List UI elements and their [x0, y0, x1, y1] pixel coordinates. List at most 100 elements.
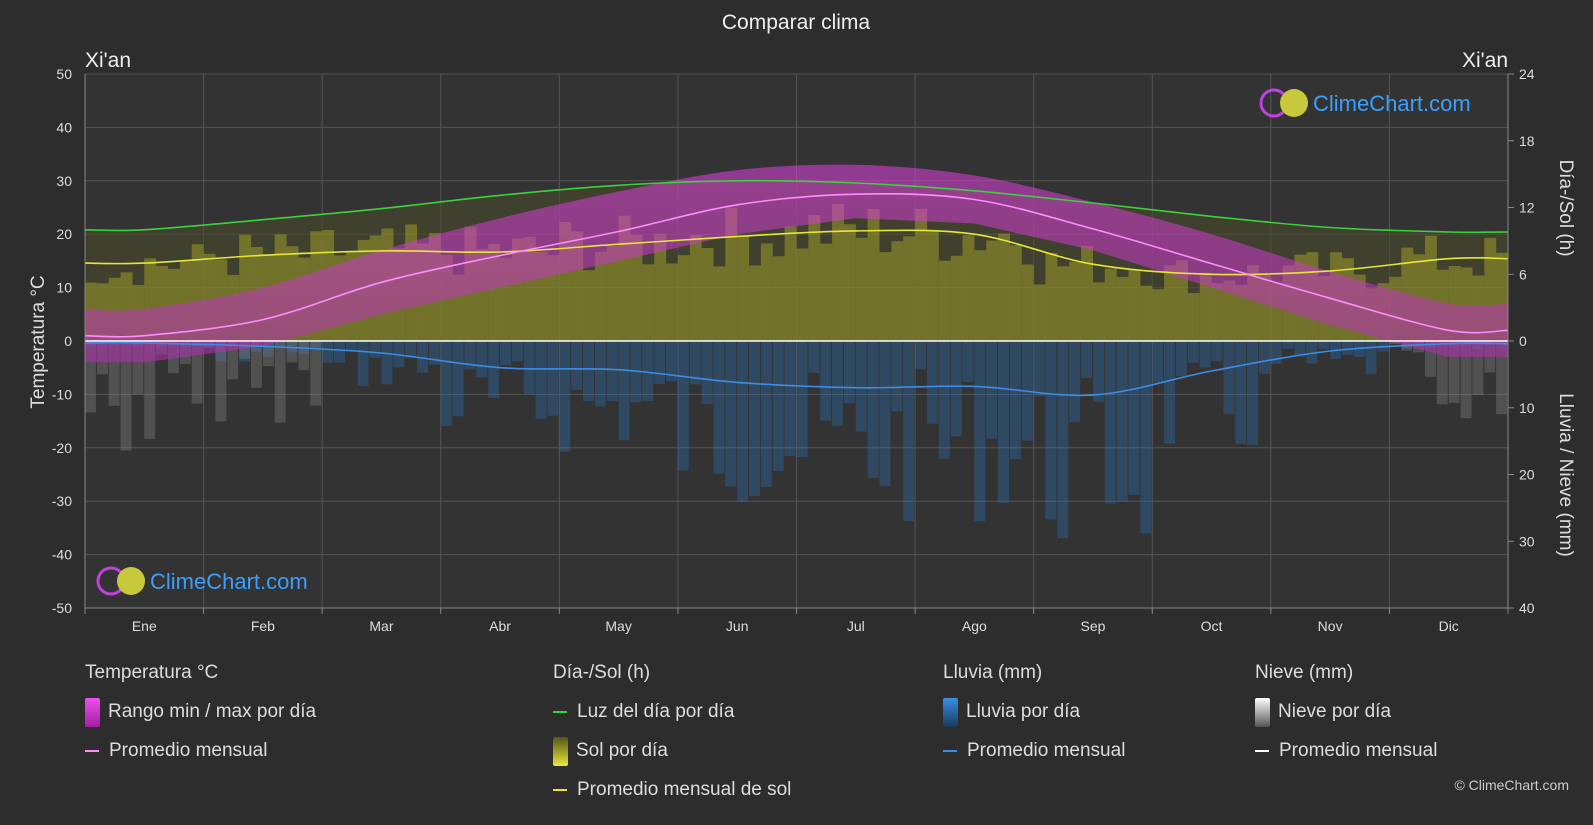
sunshine-day-bar [1259, 274, 1271, 341]
rain-day-bar [1235, 341, 1247, 444]
legend-sun: Día-/Sol (h) Luz del día por día Sol por… [553, 662, 791, 818]
rain-day-bar [274, 341, 286, 348]
legend-snow-avg-label: Promedio mensual [1279, 740, 1438, 761]
sunshine-day-bar [986, 240, 999, 341]
y-axis-right-bottom-label: Lluvia / Nieve (mm) [1555, 393, 1576, 557]
sunshine-day-bar [618, 215, 631, 341]
rain-day-bar [938, 341, 950, 459]
sunshine-day-bar [488, 243, 501, 341]
rain-day-bar [666, 341, 677, 382]
sunshine-day-bar [1270, 282, 1283, 341]
temp-avg-line [84, 193, 1509, 338]
sunshine-day-bar [950, 255, 963, 341]
x-tick-label: Ago [962, 618, 987, 634]
rain-day-bar [760, 341, 772, 487]
watermark-text-top: ClimeChart.com [1313, 91, 1471, 116]
legend-snow-avg: Promedio mensual [1255, 740, 1437, 779]
y-right-top-tick-label: 0 [1519, 333, 1527, 349]
y-left-tick-label: 20 [56, 226, 72, 242]
rain-day-bar [464, 341, 476, 370]
rain-day-bar [1045, 341, 1057, 520]
sunshine-day-bar [1176, 260, 1188, 341]
y-left-tick-label: -10 [52, 386, 72, 402]
rain-day-bar [1389, 341, 1401, 345]
sunshine-day-bar [654, 233, 667, 341]
x-tick-label: Nov [1318, 618, 1343, 634]
sunshine-day-bar [1211, 283, 1224, 341]
sunshine-day-bar [511, 238, 524, 341]
rain-day-bar [357, 341, 369, 386]
x-tick-label: Abr [489, 618, 511, 634]
legend-sun-avg-label: Promedio mensual de sol [577, 779, 792, 800]
sunshine-day-bar [784, 226, 797, 341]
legend-rain-avg: Promedio mensual [943, 740, 1125, 779]
rain-day-bar [1187, 341, 1199, 363]
snow-day-bar [120, 341, 132, 451]
sunshine-day-bar [606, 246, 619, 341]
snow-day-bar [262, 341, 274, 367]
daylight-line [84, 179, 1509, 234]
legend-rain-day-label: Lluvia por día [966, 701, 1081, 722]
sunshine-day-bar [701, 248, 714, 341]
y-left-tick-label: -30 [52, 493, 72, 509]
rain-day-bar [903, 341, 915, 521]
watermark-text-bottom: ClimeChart.com [150, 569, 308, 594]
snow-day-bar [310, 341, 322, 406]
sunshine-day-bar [571, 231, 584, 341]
rain-avg-swatch [943, 750, 957, 752]
logo-sun-icon [1280, 89, 1308, 117]
rain-day-bar [1318, 341, 1330, 350]
sunshine-swatch [553, 737, 568, 766]
sunshine-day-bar [1033, 284, 1046, 341]
legend-rain-day: Lluvia por día [943, 698, 1125, 740]
sunshine-day-bar [583, 270, 595, 341]
sunshine-day-bar [772, 256, 785, 341]
rain-day-bar [559, 341, 571, 452]
sunshine-day-bar [1247, 264, 1259, 341]
rain-day-bar [677, 341, 689, 471]
legend-sun-avg: Promedio mensual de sol [553, 779, 791, 818]
sunshine-day-bar [1128, 269, 1141, 341]
sunshine-day-bar [749, 265, 761, 341]
legend-temp-avg-label: Promedio mensual [109, 740, 268, 761]
snow-day-bar [215, 341, 227, 422]
x-tick-label: Mar [369, 618, 393, 634]
sunshine-day-bar [1021, 264, 1034, 341]
sunshine-day-bar [689, 234, 702, 341]
x-tick-label: May [605, 618, 631, 634]
y-right-top-tick-label: 24 [1519, 66, 1535, 82]
rain-day-bar [239, 341, 251, 362]
rain-day-bar [511, 341, 523, 362]
rain-day-bar [547, 341, 559, 416]
sunshine-day-bar [796, 248, 809, 341]
sunshine-day-bar [832, 203, 844, 341]
sunshine-day-bar [1116, 277, 1129, 341]
sunshine-day-bar [962, 235, 975, 341]
legend-snow-day-label: Nieve por día [1278, 701, 1392, 722]
rain-day-bar [1033, 341, 1045, 397]
rain-day-bar [654, 341, 666, 384]
rain-day-bar [523, 341, 535, 395]
temp-range-swatch [85, 698, 100, 727]
snow-day-bar [108, 341, 120, 406]
sunshine-day-bar [1448, 266, 1461, 341]
rain-day-bar [725, 341, 737, 487]
x-tick-label: Feb [251, 618, 275, 634]
legend-temp-avg: Promedio mensual [85, 740, 316, 779]
sunshine-day-bar [203, 253, 216, 341]
rain-day-bar [1199, 341, 1211, 368]
rain-avg-line [84, 341, 1509, 397]
rain-day-bar [1247, 341, 1258, 446]
location-left: Xi'an [85, 49, 131, 72]
y-right-bottom-tick-label: 30 [1519, 533, 1535, 549]
y-left-tick-label: 40 [56, 119, 72, 135]
snow-day-bar [227, 341, 239, 380]
snow-avg-swatch [1255, 750, 1269, 752]
sunshine-day-bar [156, 265, 168, 341]
rain-day-bar [879, 341, 891, 487]
rain-day-bar [428, 341, 440, 365]
y-axis-right-top-label: Día-/Sol (h) [1555, 159, 1576, 256]
rain-day-bar [571, 341, 583, 390]
y-right-top-tick-label: 12 [1519, 200, 1535, 216]
y-left-tick-label: 50 [56, 66, 72, 82]
